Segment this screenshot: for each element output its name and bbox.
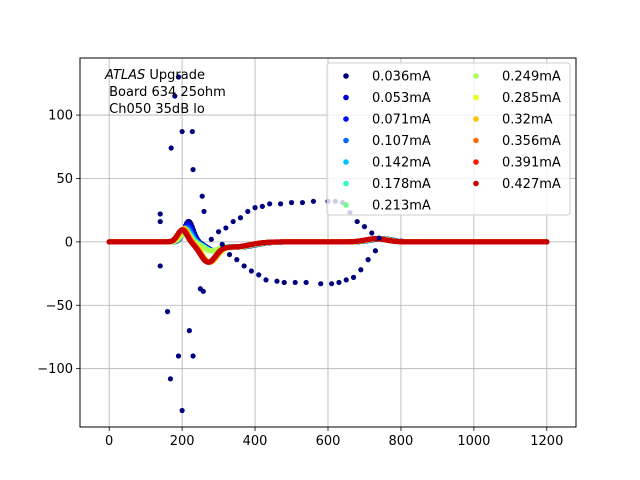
- y-tick-label: 100: [48, 109, 73, 124]
- x-tick-label: 1000: [457, 434, 490, 449]
- y-tick-label: 50: [56, 172, 73, 187]
- y-tick-label: 0: [65, 235, 73, 250]
- y-tick-label: −100: [37, 362, 73, 377]
- axis-ticks: 0 200 400 600 800 1000 1200 −100 −50 0 50 100: [37, 109, 563, 449]
- x-tick-label: 800: [389, 434, 414, 449]
- x-tick-label: 200: [170, 434, 195, 449]
- x-tick-label: 0: [105, 434, 113, 449]
- y-tick-label: −50: [46, 299, 73, 314]
- series-0.427mA: [106, 227, 550, 265]
- x-tick-label: 1200: [530, 434, 563, 449]
- x-tick-label: 600: [316, 434, 341, 449]
- x-tick-label: 400: [243, 434, 268, 449]
- data-points: [106, 74, 550, 414]
